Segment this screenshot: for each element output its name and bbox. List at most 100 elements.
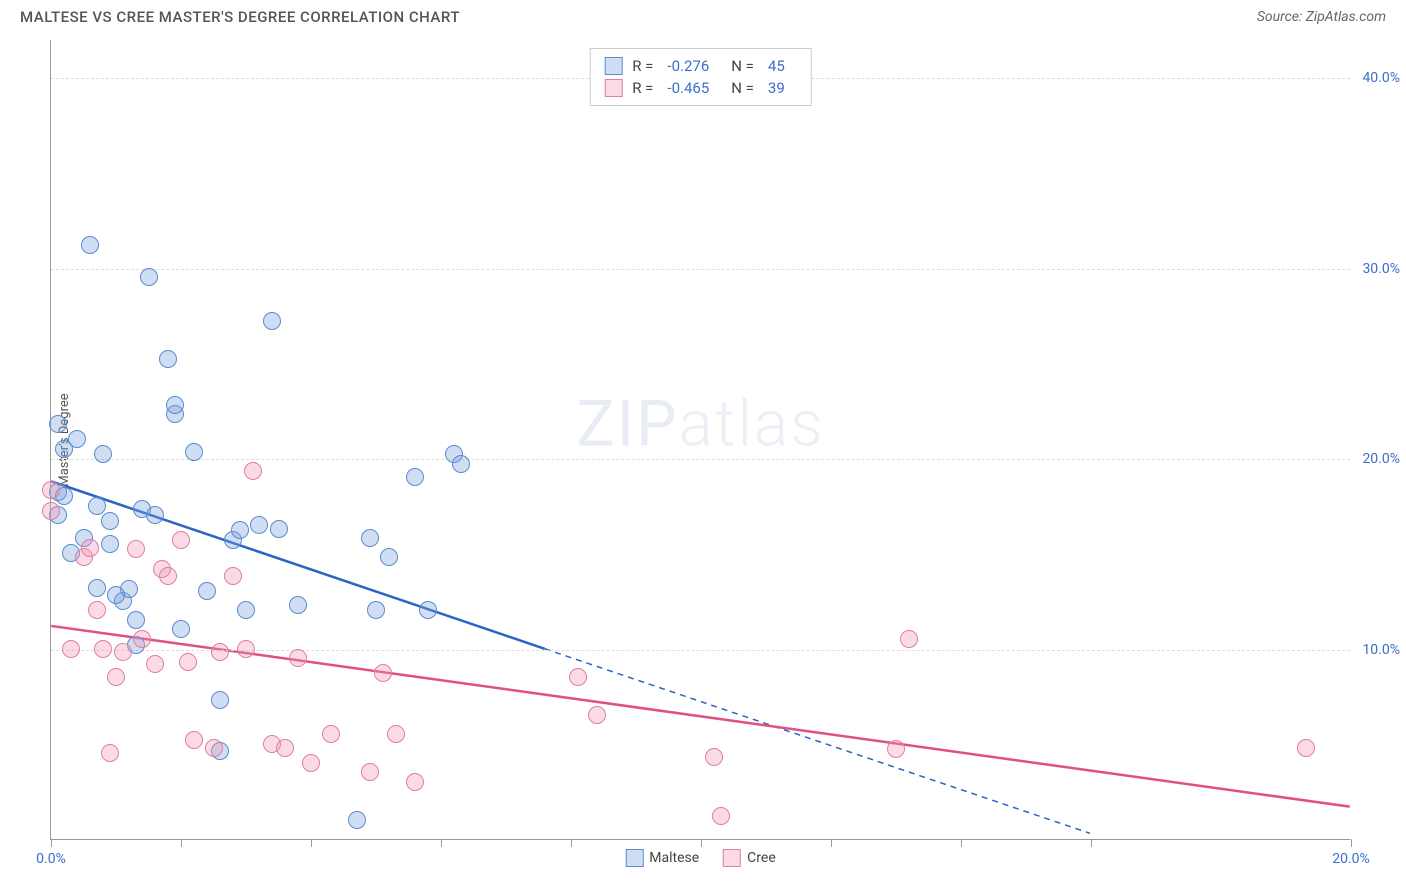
- ytick-label: 40.0%: [1355, 70, 1400, 86]
- scatter-point: [127, 540, 145, 558]
- scatter-point: [140, 268, 158, 286]
- scatter-point: [159, 567, 177, 585]
- scatter-point: [1297, 739, 1315, 757]
- xtick: [441, 839, 442, 847]
- scatter-point: [900, 630, 918, 648]
- scatter-point: [185, 443, 203, 461]
- ytick-label: 10.0%: [1355, 642, 1400, 658]
- xtick-label: 0.0%: [36, 851, 66, 867]
- scatter-point: [159, 350, 177, 368]
- scatter-point: [380, 548, 398, 566]
- legend-swatch: [625, 849, 643, 867]
- legend-r-value: -0.276: [667, 57, 709, 75]
- xtick: [571, 839, 572, 847]
- scatter-point: [231, 521, 249, 539]
- legend-series-item: Maltese: [625, 849, 699, 867]
- scatter-point: [81, 236, 99, 254]
- scatter-point: [127, 611, 145, 629]
- scatter-point: [172, 620, 190, 638]
- chart-title: MALTESE VS CREE MASTER'S DEGREE CORRELAT…: [20, 8, 460, 26]
- scatter-point: [419, 601, 437, 619]
- xtick: [831, 839, 832, 847]
- scatter-point: [367, 601, 385, 619]
- xtick: [701, 839, 702, 847]
- scatter-point: [237, 640, 255, 658]
- scatter-point: [270, 520, 288, 538]
- scatter-point: [88, 601, 106, 619]
- scatter-point: [302, 754, 320, 772]
- plot-area: ZIPatlas R =-0.276 N =45 R =-0.465 N =39…: [50, 40, 1350, 840]
- scatter-point: [289, 649, 307, 667]
- regression-lines: [51, 40, 1350, 839]
- xtick: [311, 839, 312, 847]
- legend-series-label: Maltese: [649, 850, 699, 866]
- legend-stat-row: R = -0.465 N = 39: [604, 77, 797, 99]
- scatter-point: [133, 500, 151, 518]
- scatter-point: [179, 653, 197, 671]
- scatter-point: [68, 430, 86, 448]
- legend-correlation: R = -0.276 N = 45 R = -0.465 N = 39: [589, 48, 812, 106]
- scatter-point: [452, 455, 470, 473]
- gridline-h: [51, 459, 1350, 460]
- legend-r-label: R =: [632, 57, 653, 75]
- ytick-label: 30.0%: [1355, 261, 1400, 277]
- xtick: [51, 839, 52, 847]
- scatter-point: [88, 497, 106, 515]
- scatter-point: [289, 596, 307, 614]
- xtick: [1091, 839, 1092, 847]
- scatter-point: [114, 643, 132, 661]
- scatter-point: [88, 579, 106, 597]
- scatter-point: [198, 582, 216, 600]
- scatter-point: [101, 744, 119, 762]
- scatter-point: [263, 312, 281, 330]
- scatter-point: [185, 731, 203, 749]
- legend-swatch: [604, 79, 622, 97]
- scatter-point: [237, 601, 255, 619]
- scatter-point: [705, 748, 723, 766]
- legend-r-value: -0.465: [667, 79, 709, 97]
- scatter-point: [133, 630, 151, 648]
- scatter-point: [101, 512, 119, 530]
- scatter-point: [211, 691, 229, 709]
- legend-n-value: 39: [768, 79, 785, 97]
- scatter-point: [62, 640, 80, 658]
- scatter-point: [205, 739, 223, 757]
- scatter-point: [244, 462, 262, 480]
- scatter-point: [42, 502, 60, 520]
- legend-swatch: [604, 57, 622, 75]
- scatter-point: [374, 664, 392, 682]
- scatter-point: [94, 640, 112, 658]
- xtick: [181, 839, 182, 847]
- scatter-point: [250, 516, 268, 534]
- xtick: [1351, 839, 1352, 847]
- scatter-point: [107, 668, 125, 686]
- scatter-point: [588, 706, 606, 724]
- scatter-point: [712, 807, 730, 825]
- legend-series-label: Cree: [747, 850, 776, 866]
- scatter-point: [387, 725, 405, 743]
- scatter-point: [49, 415, 67, 433]
- scatter-point: [361, 763, 379, 781]
- legend-n-value: 45: [768, 57, 785, 75]
- scatter-point: [322, 725, 340, 743]
- source-label: Source: ZipAtlas.com: [1257, 9, 1386, 25]
- ytick-label: 20.0%: [1355, 451, 1400, 467]
- xtick: [961, 839, 962, 847]
- scatter-point: [81, 539, 99, 557]
- scatter-point: [107, 586, 125, 604]
- legend-series: Maltese Cree: [625, 849, 775, 867]
- scatter-point: [42, 481, 60, 499]
- legend-series-item: Cree: [723, 849, 776, 867]
- scatter-point: [569, 668, 587, 686]
- scatter-point: [172, 531, 190, 549]
- scatter-point: [406, 773, 424, 791]
- legend-n-label: N =: [731, 79, 754, 97]
- scatter-point: [101, 535, 119, 553]
- legend-r-label: R =: [632, 79, 653, 97]
- scatter-point: [211, 643, 229, 661]
- scatter-point: [887, 740, 905, 758]
- scatter-point: [361, 529, 379, 547]
- chart-container: Master's Degree ZIPatlas R =-0.276 N =45…: [50, 40, 1390, 840]
- scatter-point: [406, 468, 424, 486]
- scatter-point: [224, 567, 242, 585]
